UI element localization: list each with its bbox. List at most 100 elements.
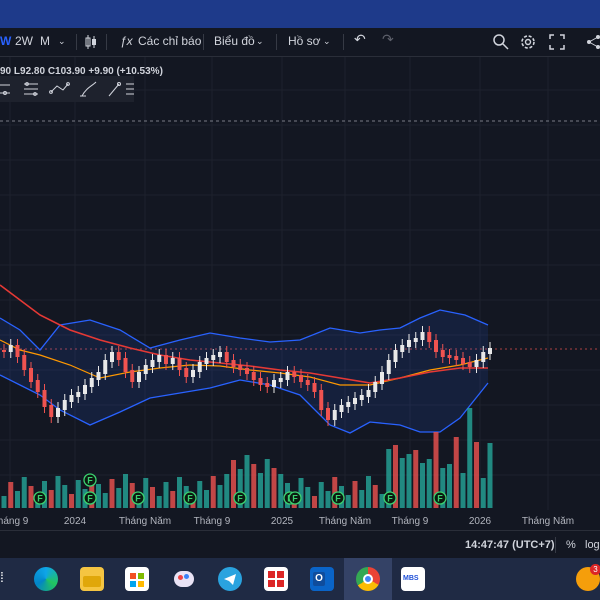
path-icon[interactable] — [49, 82, 70, 94]
volume-bar — [75, 480, 81, 508]
volume-bar — [406, 454, 412, 508]
candle-body — [474, 360, 479, 367]
percent-scale-toggle[interactable]: % — [566, 539, 576, 551]
volume-bar — [55, 476, 61, 508]
interval-w-button[interactable]: W — [0, 34, 12, 48]
event-marker — [33, 491, 47, 505]
candle-body — [137, 372, 141, 382]
profile-button[interactable]: Hồ sơ — [288, 34, 321, 48]
mbs-label: MBS — [403, 575, 419, 582]
event-marker — [331, 491, 345, 505]
toolbar-divider — [76, 34, 77, 50]
fullscreen-icon[interactable] — [548, 33, 566, 51]
text-lines-icon[interactable] — [126, 83, 134, 95]
function-icon[interactable]: ƒx — [120, 34, 133, 48]
candle-body — [386, 360, 391, 374]
event-marker-label: F — [237, 494, 243, 504]
redo-icon[interactable]: ↷ — [382, 31, 394, 47]
charts-button[interactable]: Biểu đồ — [214, 34, 255, 48]
candle-body — [272, 380, 276, 387]
candle-body — [62, 400, 67, 410]
interval-2w-button[interactable]: 2W — [15, 34, 33, 48]
microsoft-store-icon[interactable] — [125, 567, 149, 591]
chevron-down-icon[interactable]: ⌄ — [58, 36, 66, 46]
chrome-icon[interactable] — [356, 567, 380, 591]
notification-app-icon[interactable]: 3 — [576, 564, 600, 591]
brush-icon[interactable] — [80, 81, 97, 97]
candle-body — [413, 338, 418, 342]
candlestick-icon[interactable] — [84, 34, 98, 50]
event-marker — [83, 491, 97, 505]
candle-body — [123, 358, 128, 372]
volume-bar — [379, 494, 385, 508]
volume-bar — [96, 484, 101, 508]
candle-body — [8, 345, 13, 352]
file-explorer-icon[interactable] — [80, 567, 104, 591]
volume-bar — [433, 432, 439, 508]
candle-body — [346, 402, 351, 407]
volume-bar — [163, 482, 169, 508]
volume-bar — [271, 468, 277, 508]
channel-icon[interactable] — [24, 82, 38, 96]
volume-bar — [420, 463, 425, 508]
candle-body — [238, 365, 243, 370]
chevron-down-icon[interactable]: ⌄ — [256, 36, 264, 46]
taskview-icon[interactable]: ⁞ — [0, 569, 4, 585]
candle-body — [447, 355, 452, 358]
interval-m-button[interactable]: M — [40, 34, 50, 48]
candle-body — [170, 358, 175, 364]
indicators-button[interactable]: Các chỉ báo — [138, 34, 202, 48]
chevron-down-icon[interactable]: ⌄ — [323, 36, 331, 46]
volume-bar — [28, 486, 34, 508]
chart-bottom-bar: 14:47:47 (UTC+7) % log — [0, 530, 600, 559]
share-icon[interactable] — [585, 33, 600, 51]
drawing-toolbar — [0, 76, 134, 102]
candle-body — [245, 368, 249, 374]
gear-icon[interactable] — [519, 33, 537, 51]
volume-bar — [224, 474, 230, 508]
trend-line-icon[interactable] — [0, 84, 10, 95]
candle-body — [454, 356, 459, 360]
windows-taskbar: ⁞ O MBS 3 — [0, 558, 600, 600]
volume-bar — [143, 478, 149, 508]
outlook-icon[interactable]: O — [310, 567, 334, 591]
event-marker — [383, 491, 397, 505]
volume-bar — [116, 488, 122, 508]
x-axis-label: Tháng Năm — [521, 516, 575, 527]
volume-bar — [453, 437, 459, 508]
volume-bar — [474, 442, 479, 508]
volume-bar — [177, 477, 182, 508]
volume-bar — [217, 485, 223, 508]
photos-app-icon[interactable] — [264, 567, 288, 591]
volume-bar — [251, 464, 257, 508]
candle-body — [407, 340, 411, 347]
candle-body — [42, 390, 47, 407]
volume-bar — [244, 455, 250, 508]
candle-body — [191, 370, 195, 377]
event-marker-label: F — [87, 494, 93, 504]
volume-bar — [386, 449, 392, 508]
candle-body — [29, 368, 33, 382]
toolbar-divider — [343, 34, 344, 50]
log-scale-toggle[interactable]: log — [585, 539, 600, 551]
edge-browser-icon[interactable] — [34, 567, 58, 591]
paint-app-icon[interactable] — [172, 567, 196, 591]
candle-body — [110, 352, 114, 362]
undo-icon[interactable]: ↶ — [354, 31, 366, 47]
volume-bar — [426, 459, 432, 508]
candle-body — [258, 378, 263, 385]
candle-body — [299, 375, 303, 382]
price-chart[interactable]: FFFFFFFFFFFF — [0, 57, 600, 530]
telegram-icon[interactable] — [218, 567, 242, 591]
mbs-app-icon[interactable]: MBS — [401, 567, 425, 591]
event-marker — [288, 491, 302, 505]
toolbar-divider — [276, 34, 277, 50]
candle-body — [69, 395, 74, 402]
event-marker-label: F — [135, 494, 141, 504]
pen-icon[interactable] — [108, 82, 121, 97]
candle-body — [130, 370, 135, 382]
volume-bar — [359, 490, 365, 508]
x-axis-label: Tháng 9 — [0, 516, 29, 527]
search-icon[interactable] — [492, 33, 510, 51]
candle-body — [177, 358, 182, 370]
